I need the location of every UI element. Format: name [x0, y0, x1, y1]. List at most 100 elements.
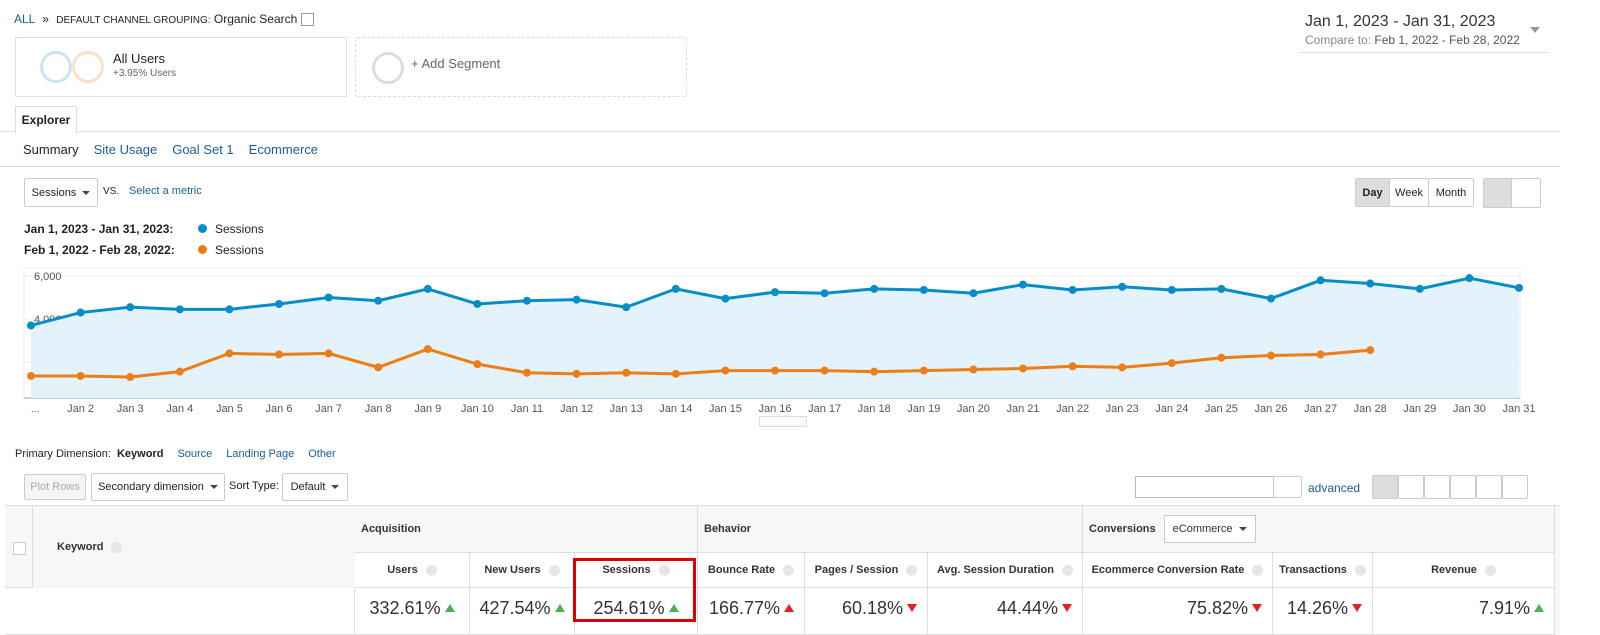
dimension-option[interactable]: Other [308, 448, 336, 460]
data-point [324, 349, 333, 358]
sort-select[interactable]: Default [282, 473, 348, 501]
column-header-label: Ecommerce Conversion Rate [1091, 564, 1245, 576]
x-tick-label: Jan 26 [1254, 403, 1287, 415]
motion-chart-toggle[interactable] [1511, 178, 1541, 208]
breadcrumb-separator: » [42, 12, 49, 26]
select-all-checkbox[interactable] [13, 542, 26, 555]
column-header[interactable]: Users [355, 553, 470, 588]
add-segment-label: + Add Segment [411, 56, 501, 71]
granularity-button[interactable]: Week [1389, 178, 1429, 207]
data-point [820, 366, 829, 375]
view-toggle[interactable] [1372, 475, 1398, 499]
data-point [1217, 353, 1226, 362]
primary-dimension-label: Primary Dimension: [15, 448, 111, 460]
group-label: Behavior [704, 523, 752, 535]
data-point [473, 299, 482, 308]
caret [209, 485, 218, 489]
keyword-header-label: Keyword [57, 541, 104, 553]
data-point [27, 371, 35, 380]
data-point [523, 296, 531, 305]
summary-value: 7.91% [1478, 598, 1530, 618]
x-tick-label: Jan 7 [315, 403, 342, 415]
data-point [1068, 362, 1077, 371]
data-point [126, 303, 135, 312]
highlight-box [573, 558, 696, 622]
dimension-option[interactable]: Source [177, 448, 213, 460]
compare-range: Compare to: Feb 1, 2022 - Feb 28, 2022 [1305, 33, 1520, 47]
column-header[interactable]: Transactions [1273, 553, 1373, 588]
dimension-option[interactable]: Landing Page [226, 448, 295, 460]
data-point [423, 284, 432, 293]
group-header: Behavior [698, 506, 1083, 553]
caret [82, 190, 91, 195]
x-tick-label: Jan 20 [957, 403, 990, 415]
x-tick-label: Jan 24 [1155, 403, 1188, 415]
data-point [473, 360, 482, 369]
search-button[interactable] [1273, 476, 1302, 498]
summary-cell: 14.26% [1273, 588, 1373, 635]
advanced-link[interactable]: advanced [1308, 481, 1361, 495]
summary-value: 75.82% [1186, 598, 1248, 618]
column-header[interactable]: Pages / Session [805, 553, 928, 588]
sort-value: Default [290, 481, 326, 493]
dimension-option[interactable]: Keyword [116, 448, 164, 460]
segment-card[interactable]: All Users +3.95% Users [15, 37, 347, 97]
column-header[interactable]: Avg. Session Duration [928, 553, 1083, 588]
data-point [919, 366, 928, 375]
trend-arrow [1534, 604, 1544, 612]
view-toggle[interactable] [1502, 475, 1528, 499]
data-point [771, 366, 779, 375]
trend-arrow [1352, 604, 1362, 612]
data-point [126, 373, 135, 382]
plot-rows[interactable]: Plot Rows [24, 474, 86, 500]
view-toggle[interactable] [1424, 475, 1450, 499]
granularity-button[interactable]: Month [1428, 178, 1474, 207]
data-point [1068, 285, 1077, 294]
secondary-dimension[interactable]: Secondary dimension [91, 473, 225, 501]
view-toggle[interactable] [1476, 475, 1502, 499]
metric-label: Sessions [31, 186, 77, 199]
x-tick-label: Jan 29 [1403, 403, 1436, 415]
view-toggle[interactable] [1398, 475, 1424, 499]
line-chart-toggle[interactable] [1483, 178, 1513, 208]
date-dropdown[interactable] [1530, 27, 1540, 33]
subtab[interactable]: Ecommerce [248, 142, 319, 157]
add-segment[interactable]: + Add Segment [355, 37, 687, 97]
keyword-header: Keyword [33, 506, 355, 588]
series-line [31, 347, 1371, 379]
legend-dot [198, 224, 207, 233]
date-range[interactable]: Jan 1, 2023 - Jan 31, 2023 [1305, 13, 1496, 30]
data-point [622, 368, 631, 377]
column-header[interactable]: Revenue [1373, 553, 1555, 588]
search-input[interactable] [1135, 476, 1275, 498]
tab-explorer[interactable]: Explorer [15, 106, 77, 134]
data-point [1316, 350, 1325, 359]
select-metric[interactable]: Select a metric [129, 185, 202, 197]
summary-cell: 427.54% [470, 588, 575, 635]
legend-entry: Jan 1, 2023 - Jan 31, 2023: Sessions [24, 222, 264, 236]
subtab[interactable]: Summary [23, 142, 79, 157]
x-tick-label: Jan 17 [808, 403, 841, 415]
data-point [1019, 280, 1027, 289]
summary-cell: 7.91% [1373, 588, 1555, 635]
conversion-select[interactable]: eCommerce [1163, 515, 1256, 543]
summary-cell: 254.61% [575, 588, 698, 635]
column-header[interactable]: New Users [470, 553, 575, 588]
data-point [870, 284, 879, 293]
breadcrumb-all[interactable]: ALL [14, 12, 35, 26]
column-header[interactable]: Ecommerce Conversion Rate [1083, 553, 1273, 588]
view-toggle[interactable] [1450, 475, 1476, 499]
dimension-dropdown[interactable] [300, 13, 314, 27]
x-tick-label: Jan 25 [1205, 403, 1238, 415]
subtab[interactable]: Site Usage [93, 142, 158, 157]
chart-resize-handle[interactable] [759, 416, 807, 427]
segment-detail: +3.95% Users [113, 68, 177, 79]
metric-select[interactable]: Sessions [24, 178, 98, 207]
summary-cell: 332.61% [355, 588, 470, 635]
data-point [523, 368, 531, 377]
subtab[interactable]: Goal Set 1 [172, 142, 234, 157]
column-header[interactable]: Bounce Rate [698, 553, 805, 588]
data-point [27, 321, 35, 330]
granularity-button[interactable]: Day [1355, 178, 1390, 207]
